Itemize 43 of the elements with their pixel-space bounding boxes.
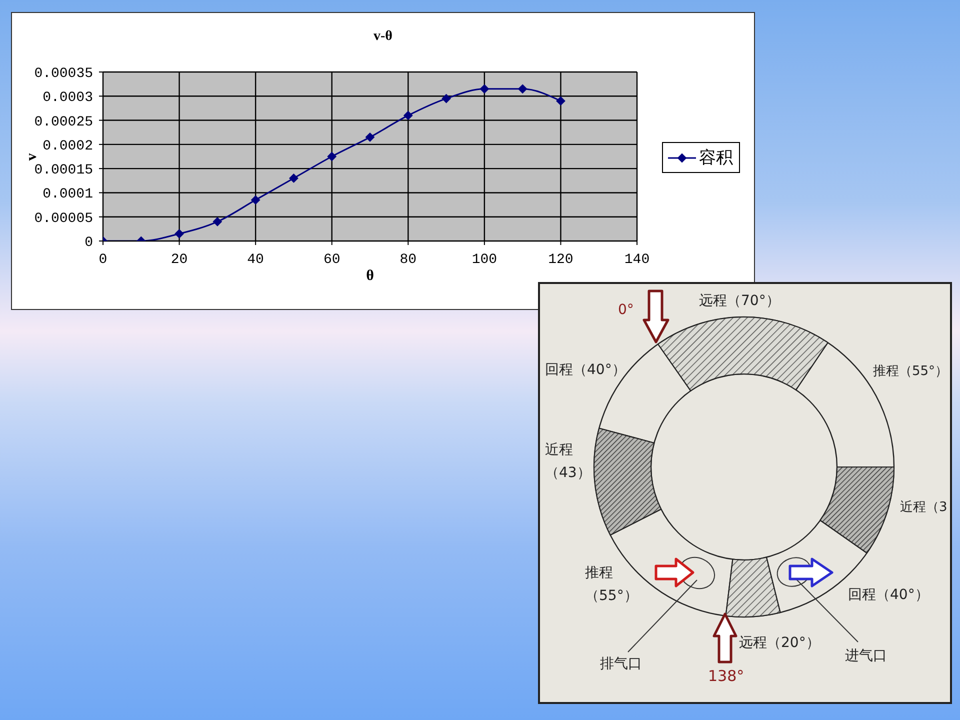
text: 远程（70°） [699, 292, 780, 311]
text: 排气口 [600, 655, 642, 674]
point [518, 84, 528, 94]
y-tick-label: 0 [84, 234, 93, 251]
x-tick-label: 140 [624, 252, 650, 268]
x-tick-label: 60 [323, 252, 340, 268]
point [251, 195, 260, 204]
point [404, 110, 413, 120]
y-tick-label: 0.00025 [34, 114, 93, 130]
x-axis-title: θ [365, 268, 375, 285]
y-tick-label: 0.00035 [34, 66, 93, 82]
y-axis-title: v [24, 153, 40, 161]
text: 进气口 [845, 647, 887, 666]
x-tick-label: 120 [548, 252, 574, 268]
text: 近程（43） [545, 441, 591, 483]
point [366, 132, 374, 142]
text: 推程（55°） [585, 564, 638, 606]
y-tick-label: 0.0003 [42, 90, 93, 106]
x-tick-label: 40 [247, 252, 264, 268]
x-tick-label: 0 [98, 252, 108, 268]
legend-label: 容积 [699, 147, 733, 169]
point [556, 96, 566, 106]
text: 推程（55°） [873, 363, 948, 381]
y-tick-label: 0.00005 [34, 210, 93, 227]
text: 0° [618, 301, 634, 320]
text: 回程（40°） [545, 361, 626, 380]
text: 138° [708, 666, 744, 687]
point [174, 229, 184, 238]
point [212, 217, 222, 226]
y-tick-label: 0.0002 [42, 138, 93, 154]
point [327, 152, 336, 161]
text: 回程（40°） [848, 586, 929, 605]
x-tick-label: 80 [400, 252, 417, 268]
y-tick-label: 0.0001 [42, 186, 93, 203]
point [442, 94, 451, 104]
x-tick-label: 100 [472, 252, 498, 268]
point [480, 84, 489, 94]
point [289, 174, 298, 183]
text: 远程（20°） [739, 634, 820, 653]
text: 近程（3 [900, 499, 948, 517]
chart-title: v-θ [372, 29, 394, 45]
x-tick-label: 20 [170, 252, 188, 268]
y-tick-label: 0.00015 [34, 162, 93, 179]
